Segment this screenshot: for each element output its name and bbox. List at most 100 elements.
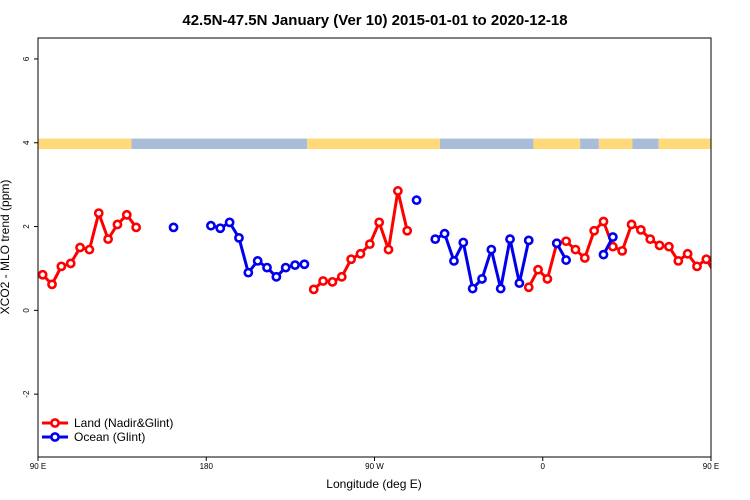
band-ocean-7	[632, 138, 659, 150]
land-point-1-3	[336, 271, 347, 282]
land-point-2-18	[692, 261, 702, 272]
legend-label-ocean: Ocean (Glint)	[74, 430, 145, 444]
legend-marker-land	[50, 418, 60, 428]
land-point-1-6	[364, 239, 375, 250]
ocean-point-4-0	[551, 238, 562, 249]
y-axis: -2 0 2 4 6	[22, 56, 38, 398]
land-point-2-15	[664, 241, 674, 252]
ocean-point-1-4	[243, 267, 254, 278]
x-tick-label-2: 90 W	[365, 462, 384, 471]
land-point-2-11	[626, 219, 637, 230]
land-point-0-1	[47, 279, 57, 290]
x-tick-label-4: 90 E	[703, 462, 719, 471]
land-point-1-0	[308, 284, 319, 295]
ocean-point-4-1	[561, 255, 572, 265]
band-land-0	[38, 138, 132, 150]
y-axis-label: XCO2 - MLO trend (ppm)	[0, 180, 12, 315]
y-tick-label-0: -2	[22, 390, 31, 398]
x-axis-label: Longitude (deg E)	[326, 477, 421, 491]
land-ocean-band	[38, 138, 711, 150]
ocean-point-1-7	[271, 271, 282, 282]
ocean-point-5-1	[598, 249, 609, 260]
band-land-4	[533, 138, 581, 150]
land-point-1-5	[355, 248, 366, 259]
band-ocean-1	[131, 138, 308, 150]
ocean-point-1-8	[280, 262, 291, 273]
y-tick-label-3: 4	[22, 140, 31, 145]
land-point-2-1	[533, 264, 543, 275]
land-point-2-13	[645, 234, 656, 245]
land-point-0-4	[75, 242, 85, 253]
legend-marker-ocean	[50, 432, 60, 442]
land-point-0-9	[121, 209, 132, 220]
land-point-2-4	[561, 236, 572, 247]
ocean-point-3-3	[458, 237, 469, 248]
land-point-2-12	[635, 225, 646, 235]
x-tick-label-0: 90 E	[30, 462, 46, 471]
y-tick-label-4: 6	[22, 56, 31, 61]
land-point-1-9	[392, 186, 403, 196]
land-point-2-10	[617, 245, 628, 256]
ocean-point-1-0	[206, 220, 216, 231]
land-point-2-6	[579, 253, 590, 263]
ocean-point-1-6	[262, 262, 272, 273]
land-point-0-3	[65, 258, 76, 269]
ocean-point-3-1	[439, 228, 450, 239]
band-ocean-5	[580, 138, 599, 150]
legend-label-land: Land (Nadir&Glint)	[74, 416, 173, 430]
ocean-point-3-6	[486, 244, 497, 255]
land-point-2-0	[523, 282, 534, 293]
band-land-6	[598, 138, 633, 150]
land-point-1-1	[318, 276, 328, 286]
land-point-2-14	[654, 240, 665, 251]
land-point-0-7	[103, 234, 114, 245]
ocean-point-2-0	[411, 195, 422, 206]
land-point-2-17	[682, 248, 693, 259]
ocean-point-0-0	[168, 222, 179, 233]
ocean-point-3-5	[477, 274, 487, 284]
x-tick-label-3: 0	[541, 462, 546, 471]
land-point-0-6	[93, 208, 104, 219]
band-land-2	[307, 138, 440, 150]
land-point-0-10	[131, 222, 142, 233]
y-tick-label-1: 0	[22, 308, 31, 313]
land-point-2-16	[673, 256, 684, 266]
land-point-2-2	[542, 274, 553, 284]
ocean-point-3-9	[514, 278, 525, 289]
ocean-point-3-4	[467, 283, 478, 294]
land-point-1-4	[346, 254, 357, 265]
ocean-point-1-1	[215, 223, 226, 234]
series-layer	[38, 186, 711, 295]
x-tick-label-1: 180	[200, 462, 214, 471]
land-point-1-8	[383, 244, 394, 255]
ocean-point-3-2	[449, 256, 459, 266]
land-point-0-0	[38, 269, 48, 280]
ocean-point-1-3	[234, 232, 244, 243]
land-point-2-5	[570, 244, 581, 255]
ocean-point-1-9	[290, 260, 300, 270]
land-point-0-2	[56, 261, 67, 272]
y-tick-label-2: 2	[22, 224, 31, 229]
ocean-point-1-2	[224, 217, 235, 228]
ocean-point-3-7	[495, 283, 506, 294]
band-land-8	[658, 138, 711, 150]
land-point-0-8	[112, 219, 123, 230]
ocean-point-3-0	[430, 234, 441, 245]
land-point-2-8	[598, 216, 609, 227]
land-point-0-5	[84, 244, 95, 255]
band-ocean-3	[439, 138, 534, 150]
ocean-point-5-0	[607, 232, 618, 242]
land-point-1-10	[402, 225, 413, 236]
chart-title: 42.5N-47.5N January (Ver 10) 2015-01-01 …	[182, 12, 567, 29]
land-point-1-2	[327, 276, 338, 287]
ocean-point-3-10	[523, 235, 534, 246]
legend: Land (Nadir&Glint)Ocean (Glint)	[42, 416, 173, 444]
ocean-point-1-10	[299, 259, 310, 270]
land-point-1-7	[374, 217, 385, 228]
land-point-2-7	[589, 225, 600, 236]
ocean-point-1-5	[252, 256, 263, 266]
land-point-2-19	[701, 254, 711, 265]
ocean-point-3-8	[505, 234, 515, 245]
x-axis: 90 E 180 90 W 0 90 E	[30, 457, 719, 471]
